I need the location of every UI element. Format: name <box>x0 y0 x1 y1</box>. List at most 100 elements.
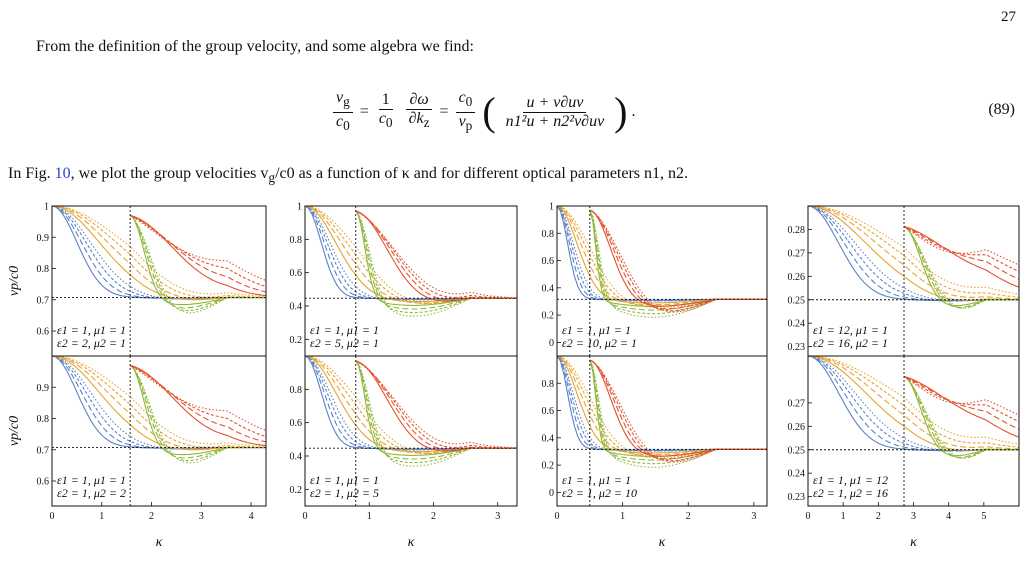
y-tick-label: 0.8 <box>37 414 50 425</box>
y-tick-label: 0 <box>549 338 554 349</box>
panel-curves <box>305 356 517 467</box>
x-tick-label: 0 <box>806 511 811 522</box>
curve-9 <box>355 360 517 460</box>
curve-4 <box>305 206 517 303</box>
curve-14 <box>589 359 767 462</box>
x-tick-label: 5 <box>981 511 986 522</box>
x-tick-label: 3 <box>495 511 500 522</box>
x-tick-label: 3 <box>199 511 204 522</box>
curve-4 <box>557 356 767 454</box>
panel-legend-line: ε2 = 2, μ2 = 1 <box>57 336 126 350</box>
y-tick-label: 0.8 <box>37 264 50 275</box>
curve-6 <box>305 206 517 305</box>
curve-15 <box>355 210 517 299</box>
panel-legend-line: ε1 = 1, μ1 = 1 <box>562 323 631 337</box>
curve-14 <box>355 360 517 449</box>
curve-3 <box>557 206 767 302</box>
y-tick-label: 0.27 <box>788 248 806 259</box>
panel-0-1: 0.2 0.4 0.6 0.8 1 ε1 = 1, μ1 = 1ε2 = 5, μ2 = … <box>290 202 518 357</box>
curve-11 <box>129 214 266 314</box>
curve-6 <box>808 206 1019 298</box>
y-tick-label: 0.26 <box>788 422 806 433</box>
panel-0-0: 0.6 0.7 0.8 0.9 1 ε1 = 1, μ1 = 1ε2 = 2, μ2 = … <box>7 202 267 357</box>
curve-0 <box>808 206 1019 302</box>
curve-2 <box>808 206 1019 302</box>
equation-89: vg c0 = 1 c0 ∂ω ∂kz = c0 vp ( u + v∂uv n… <box>330 86 850 138</box>
x-tick-label: 2 <box>149 511 154 522</box>
curve-9 <box>589 359 767 461</box>
x-tick-label: 2 <box>431 511 436 522</box>
y-tick-label: 0.9 <box>37 233 50 244</box>
curve-11 <box>129 364 266 464</box>
curve-14 <box>903 225 1019 273</box>
curve-0 <box>557 356 767 451</box>
curve-13 <box>903 225 1019 280</box>
curve-14 <box>589 209 767 312</box>
panel-curves <box>305 206 517 317</box>
curve-5 <box>305 356 517 454</box>
panel-frame <box>51 355 267 507</box>
curve-13 <box>589 359 767 460</box>
curve-12 <box>129 214 266 297</box>
curve-5 <box>808 206 1019 300</box>
panel-legend-line: ε2 = 1, μ2 = 10 <box>562 486 637 500</box>
x-axis-label: κ <box>659 535 666 550</box>
curve-14 <box>903 375 1019 423</box>
x-tick-label: 1 <box>620 511 625 522</box>
curve-8 <box>589 359 767 458</box>
x-tick-label: 0 <box>555 511 560 522</box>
panel-legend-line: ε2 = 10, μ2 = 1 <box>562 336 637 350</box>
curve-12 <box>129 364 266 447</box>
curve-6 <box>52 356 266 448</box>
curve-12 <box>903 225 1019 288</box>
x-axis-label: κ <box>408 535 415 550</box>
eq-mid-coefficient: 1 c0 <box>378 91 393 131</box>
curve-15 <box>589 359 767 463</box>
curve-5 <box>808 356 1019 450</box>
curve-1 <box>305 206 517 300</box>
x-tick-label: 1 <box>841 511 846 522</box>
curve-13 <box>129 214 266 293</box>
curve-7 <box>305 356 517 455</box>
curve-3 <box>557 356 767 452</box>
y-tick-label: 0.8 <box>542 379 555 390</box>
y-tick-label: 0.26 <box>788 272 806 283</box>
curve-14 <box>129 214 266 288</box>
x-tick-label: 3 <box>751 511 756 522</box>
y-tick-label: 0.9 <box>37 383 50 394</box>
y-tick-label: 0.2 <box>542 311 555 322</box>
y-tick-label: 0.24 <box>788 319 806 330</box>
figure-reference-link[interactable]: 10 <box>54 165 71 182</box>
y-tick-label: 1 <box>549 202 554 213</box>
curve-5 <box>52 206 266 300</box>
curve-3 <box>52 206 266 300</box>
curve-8 <box>589 209 767 308</box>
curve-7 <box>305 206 517 305</box>
x-tick-label: 1 <box>367 511 372 522</box>
x-tick-label: 0 <box>303 511 308 522</box>
panel-legend-line: ε2 = 1, μ2 = 2 <box>57 486 126 500</box>
y-axis-label: vp/c0 <box>7 416 22 446</box>
curve-11 <box>903 225 1019 309</box>
curve-2 <box>305 356 517 451</box>
panel-legend-line: ε1 = 1, μ1 = 12 <box>813 473 888 487</box>
curve-7 <box>557 206 767 309</box>
y-tick-label: 1 <box>44 202 49 213</box>
y-tick-label: 0.2 <box>290 335 303 346</box>
curve-2 <box>557 206 767 302</box>
panel-legend-line: ε1 = 1, μ1 = 1 <box>562 473 631 487</box>
panel-legend-line: ε1 = 1, μ1 = 1 <box>57 473 126 487</box>
y-tick-label: 0.8 <box>290 385 303 396</box>
curve-3 <box>305 356 517 451</box>
curve-6 <box>305 356 517 455</box>
curve-2 <box>808 356 1019 452</box>
panel-legend-line: ε2 = 5, μ2 = 1 <box>310 336 379 350</box>
y-tick-label: 0.25 <box>788 295 806 306</box>
y-tick-label: 0.6 <box>290 268 303 279</box>
y-tick-label: 0.6 <box>290 418 303 429</box>
y-tick-label: 0.7 <box>37 295 50 306</box>
curve-3 <box>52 356 266 450</box>
curve-1 <box>808 356 1019 452</box>
curve-10 <box>903 225 1019 309</box>
panel-curves <box>52 206 266 314</box>
